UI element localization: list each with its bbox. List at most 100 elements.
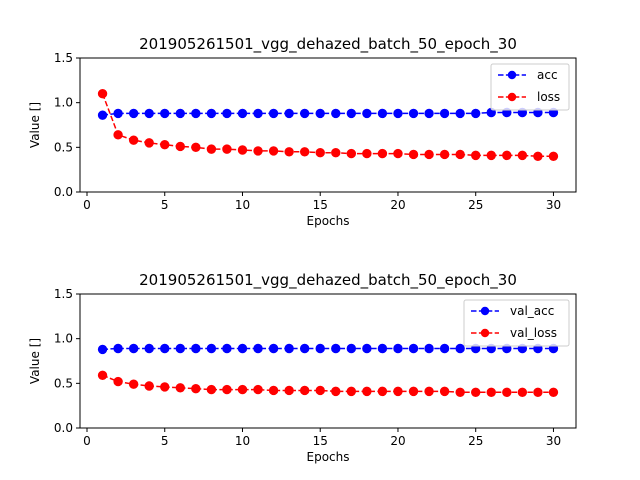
data-point-val_loss-10 bbox=[237, 384, 248, 395]
data-point-loss-11 bbox=[253, 146, 263, 156]
data-point-val_acc-2 bbox=[113, 343, 123, 354]
legend-marker-val_loss bbox=[480, 328, 490, 338]
series-line-loss bbox=[101, 93, 554, 158]
data-point-val_acc-11 bbox=[253, 343, 263, 354]
data-point-loss-28 bbox=[517, 150, 528, 161]
axes-frame bbox=[79, 293, 577, 429]
x-tick-label: 5 bbox=[161, 198, 169, 212]
data-point-acc-20 bbox=[393, 108, 403, 119]
x-tick-label: 0 bbox=[83, 434, 91, 448]
data-point-val_loss-15 bbox=[315, 385, 325, 396]
data-point-val_acc-15 bbox=[315, 343, 325, 354]
data-point-loss-30 bbox=[548, 151, 559, 161]
data-point-loss-22 bbox=[424, 149, 434, 160]
y-tick-label: 1.0 bbox=[54, 332, 73, 346]
y-tick-label: 1.5 bbox=[54, 287, 73, 301]
data-point-acc-7 bbox=[191, 108, 201, 119]
data-point-acc-2 bbox=[113, 108, 123, 119]
series-line-val_loss bbox=[102, 374, 554, 394]
data-point-acc-18 bbox=[362, 108, 372, 119]
data-point-loss-16 bbox=[331, 147, 341, 158]
data-point-loss-19 bbox=[377, 148, 388, 159]
data-point-acc-9 bbox=[222, 108, 232, 119]
data-point-val_loss-19 bbox=[377, 386, 388, 397]
legend-label-loss: loss bbox=[537, 90, 560, 104]
data-point-acc-1 bbox=[97, 110, 108, 120]
data-point-loss-27 bbox=[502, 150, 512, 161]
data-point-loss-8 bbox=[206, 144, 217, 154]
legend: val_acc val_loss bbox=[463, 299, 570, 347]
data-point-acc-3 bbox=[128, 108, 139, 119]
x-tick-label: 15 bbox=[313, 198, 328, 212]
data-point-val_loss-28 bbox=[517, 387, 528, 397]
y-tick-label: 0.0 bbox=[54, 185, 73, 199]
y-tick-label: 0.5 bbox=[54, 140, 73, 154]
x-tick-label: 10 bbox=[235, 434, 250, 448]
data-point-loss-3 bbox=[128, 135, 139, 145]
y-tick-label: 0.5 bbox=[54, 376, 73, 390]
legend: acc loss bbox=[490, 63, 570, 111]
legend-label-val_loss: val_loss bbox=[510, 326, 557, 340]
data-point-val_loss-24 bbox=[455, 387, 465, 397]
data-point-val_loss-12 bbox=[268, 385, 279, 396]
data-point-val_loss-29 bbox=[533, 387, 543, 397]
data-point-loss-5 bbox=[160, 139, 170, 150]
data-point-val_loss-3 bbox=[128, 379, 139, 389]
data-point-val_acc-19 bbox=[377, 343, 388, 354]
data-point-val_loss-30 bbox=[548, 387, 559, 397]
data-point-val_loss-17 bbox=[346, 386, 357, 397]
data-point-val_loss-9 bbox=[222, 384, 232, 395]
data-point-loss-14 bbox=[299, 147, 310, 157]
x-tick-label: 30 bbox=[546, 198, 561, 212]
data-point-val_acc-8 bbox=[206, 343, 217, 354]
data-point-loss-4 bbox=[144, 138, 154, 148]
data-point-val_loss-14 bbox=[299, 385, 310, 396]
x-axis-label: Epochs bbox=[307, 450, 350, 464]
data-point-val_loss-1 bbox=[97, 370, 108, 380]
data-point-val_acc-3 bbox=[128, 343, 139, 354]
data-point-val_acc-22 bbox=[424, 343, 434, 354]
data-point-val_acc-9 bbox=[222, 343, 232, 354]
data-point-acc-19 bbox=[377, 108, 388, 119]
data-point-acc-13 bbox=[284, 108, 294, 119]
legend-marker-acc bbox=[507, 70, 517, 80]
y-axis-label: Value [] bbox=[28, 338, 42, 384]
x-tick-label: 25 bbox=[468, 434, 483, 448]
x-tick-label: 25 bbox=[468, 198, 483, 212]
y-tick-label: 0.0 bbox=[54, 421, 73, 435]
data-point-acc-4 bbox=[144, 108, 154, 119]
data-point-val_loss-5 bbox=[160, 382, 170, 392]
x-tick-label: 20 bbox=[390, 434, 405, 448]
data-point-val_acc-4 bbox=[144, 343, 154, 354]
legend-marker-val_acc bbox=[480, 306, 490, 316]
legend-marker-loss bbox=[507, 92, 517, 102]
y-tick-label: 1.5 bbox=[54, 51, 73, 65]
x-tick-label: 10 bbox=[235, 198, 250, 212]
data-point-loss-23 bbox=[439, 149, 450, 160]
data-point-acc-24 bbox=[455, 108, 465, 119]
data-point-loss-26 bbox=[486, 150, 496, 161]
data-point-val_loss-22 bbox=[424, 386, 434, 397]
data-point-loss-12 bbox=[268, 146, 279, 156]
data-point-acc-11 bbox=[253, 108, 263, 119]
data-point-loss-24 bbox=[455, 149, 465, 160]
data-point-val_loss-2 bbox=[113, 376, 123, 387]
x-axis-label: Epochs bbox=[307, 214, 350, 228]
data-point-val_loss-21 bbox=[408, 386, 419, 397]
data-point-acc-14 bbox=[299, 108, 310, 119]
x-tick-label: 5 bbox=[161, 434, 169, 448]
data-point-loss-21 bbox=[408, 149, 419, 160]
data-point-loss-6 bbox=[175, 141, 185, 152]
data-point-val_loss-6 bbox=[175, 383, 185, 393]
series-line-val_acc bbox=[102, 347, 554, 351]
data-point-acc-15 bbox=[315, 108, 325, 119]
data-point-loss-18 bbox=[362, 148, 372, 159]
y-tick-label: 1.0 bbox=[54, 96, 73, 110]
data-point-val_acc-20 bbox=[393, 343, 403, 354]
series-loss bbox=[97, 89, 559, 161]
data-point-acc-8 bbox=[206, 108, 217, 119]
data-point-val_loss-7 bbox=[191, 383, 201, 394]
data-point-val_loss-4 bbox=[144, 381, 154, 391]
data-point-val_acc-21 bbox=[408, 343, 419, 354]
